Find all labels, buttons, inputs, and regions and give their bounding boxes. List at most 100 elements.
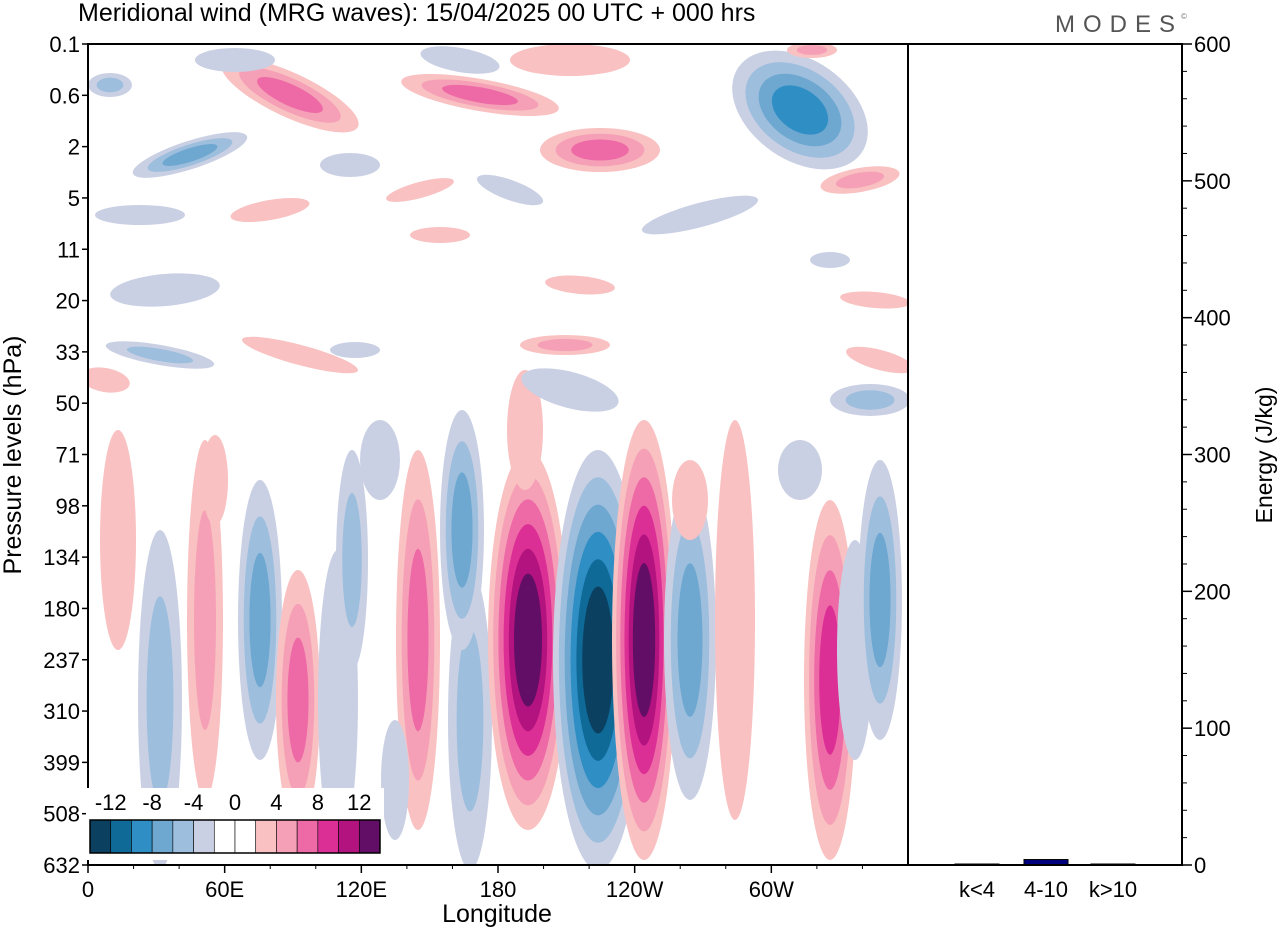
longitude-tick-label: 60E (205, 877, 244, 902)
negative-wind-contour (771, 85, 829, 135)
pressure-tick-label: 5 (68, 186, 80, 211)
colorbar-bin (110, 819, 132, 854)
negative-wind-contour (162, 144, 218, 166)
negative-wind-contour (146, 596, 174, 804)
negative-wind-contour (641, 195, 759, 235)
negative-wind-contour (330, 342, 380, 358)
positive-wind-contour (241, 336, 359, 374)
negative-wind-contour (110, 273, 220, 307)
energy-tick-label: 300 (1194, 443, 1231, 468)
energy-tick-label: 100 (1194, 716, 1231, 741)
pressure-tick-label: 33 (56, 340, 80, 365)
positive-wind-contour (442, 84, 518, 106)
positive-wind-contour (846, 346, 908, 374)
positive-wind-contour (514, 573, 542, 707)
longitude-tick-label: 120E (336, 877, 387, 902)
pressure-tick-label: 20 (56, 289, 80, 314)
colorbar-bin (276, 819, 298, 854)
colorbar-label: 0 (229, 790, 241, 815)
longitude-tick-label: 60W (749, 877, 794, 902)
colorbar-bin (151, 819, 174, 854)
colorbar-bin (358, 819, 381, 854)
energy-axis: 0 100 200 300 400 500 600 (1182, 32, 1231, 878)
positive-wind-contour (715, 420, 755, 820)
positive-wind-contour (672, 460, 708, 540)
wavenumber-axis: k<4 4-10 k>10 (959, 877, 1137, 902)
negative-wind-contour (381, 720, 409, 840)
positive-wind-contour (202, 435, 228, 525)
pressure-axis: 0.1 0.6 2 5 11 20 33 50 71 98 134 180 237 310 399 508 63… (43, 32, 88, 878)
positive-wind-contour (257, 77, 323, 113)
colorbar-label: 4 (270, 790, 282, 815)
pressure-tick-label: 2 (68, 135, 80, 160)
pressure-tick-label: 632 (43, 853, 80, 878)
negative-wind-contour (476, 174, 544, 206)
colorbar-bin (213, 819, 236, 854)
positive-wind-contour (840, 291, 908, 309)
positive-wind-contour (100, 430, 136, 650)
pressure-tick-label: 98 (56, 494, 80, 519)
y-axis-label: Pressure levels (hPa) (0, 336, 27, 575)
longitude-tick-label: 120W (606, 877, 664, 902)
pressure-tick-label: 134 (43, 545, 80, 570)
energy-tick-label: 500 (1194, 169, 1231, 194)
positive-wind-contour (230, 197, 310, 223)
positive-wind-contour (410, 227, 470, 243)
pressure-tick-label: 50 (56, 391, 80, 416)
pressure-tick-label: 180 (43, 596, 80, 621)
x-axis-label: Longitude (442, 900, 552, 928)
negative-wind-contour (778, 440, 822, 500)
colorbar-bin (338, 819, 360, 854)
colorbar-bin (317, 819, 339, 854)
colorbar-label: 12 (347, 790, 371, 815)
negative-wind-contour (342, 492, 362, 628)
negative-wind-contour (582, 586, 614, 734)
negative-wind-contour (451, 472, 473, 588)
colorbar-label: 8 (312, 790, 324, 815)
pressure-tick-label: 399 (43, 750, 80, 775)
positive-wind-contour (88, 367, 130, 393)
pressure-tick-label: 0.1 (49, 32, 80, 57)
positive-wind-contour (819, 605, 841, 755)
pressure-tick-label: 0.6 (49, 83, 80, 108)
wavenumber-label: 4-10 (1024, 877, 1068, 902)
colorbar-bin (234, 819, 257, 854)
energy-axis-label: Energy (J/kg) (1251, 387, 1277, 524)
positive-wind-contour (407, 548, 429, 732)
colorbar-bin (131, 819, 153, 854)
positive-wind-contour (194, 510, 216, 730)
negative-wind-contour (456, 628, 484, 812)
colorbar: -12 -8 -4 0 4 8 12 (86, 788, 384, 860)
colorbar-bin (193, 819, 215, 854)
negative-wind-contour (845, 390, 895, 410)
brand-mark: © (1181, 12, 1187, 21)
longitude-axis: 0 60E 120E 180 120W 60W (82, 865, 863, 902)
positive-wind-contour (507, 370, 543, 490)
wavenumber-label: k<4 (959, 877, 995, 902)
brand-logo: MODES (1055, 11, 1183, 38)
energy-tick-label: 400 (1194, 306, 1231, 331)
negative-wind-contour (869, 532, 891, 668)
wavenumber-label: k>10 (1089, 877, 1137, 902)
negative-wind-contour (360, 420, 400, 500)
positive-wind-contour (510, 44, 630, 76)
energy-tick-label: 200 (1194, 579, 1231, 604)
positive-wind-contour (537, 338, 593, 352)
positive-wind-contour (632, 563, 656, 717)
pressure-tick-label: 237 (43, 648, 80, 673)
negative-wind-contour (195, 48, 275, 72)
pressure-tick-label: 310 (43, 699, 80, 724)
negative-wind-contour (677, 563, 703, 717)
positive-wind-contour (835, 171, 885, 189)
positive-wind-contour (571, 139, 629, 161)
negative-wind-contour (96, 77, 124, 93)
colorbar-frame (89, 819, 381, 854)
colorbar-label: -12 (95, 790, 127, 815)
negative-wind-contour (420, 46, 500, 74)
energy-plot-area (908, 44, 1182, 865)
pressure-tick-label: 508 (43, 802, 80, 827)
positive-wind-contour (287, 637, 309, 763)
colorbar-bin (296, 819, 319, 854)
